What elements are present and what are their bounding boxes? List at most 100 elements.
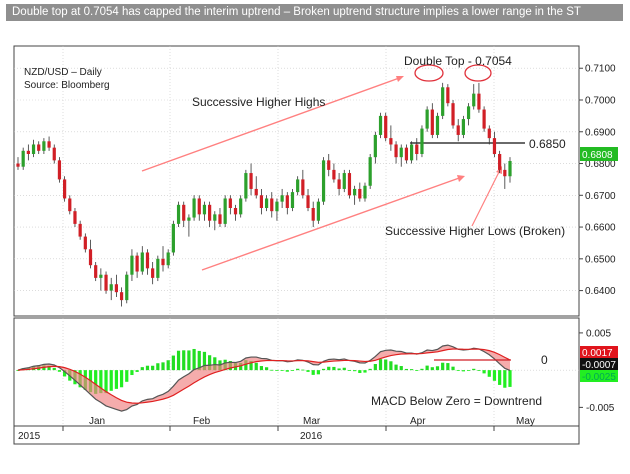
candle-down [233, 208, 238, 215]
month-label-apr: Apr [410, 416, 426, 427]
candle-down [332, 169, 336, 180]
candle-down [259, 195, 264, 208]
macd-zero-label: 0 [541, 353, 548, 367]
candle-up [420, 128, 424, 154]
candle-down [347, 173, 352, 196]
macd-hist-bar [213, 357, 217, 371]
year-label-2016: 2016 [300, 431, 323, 442]
candle-down [404, 147, 409, 161]
macd-hist-bar [296, 368, 300, 371]
last-price-tag [580, 147, 618, 161]
candle-up [202, 204, 207, 215]
macd-hist-bar [197, 350, 201, 371]
candle-up [441, 87, 445, 116]
candle-up [275, 201, 279, 212]
candle-down [306, 195, 310, 208]
candle-up [125, 274, 129, 301]
candle-down [498, 154, 502, 170]
signal-line [17, 348, 511, 404]
macd-hist-bar [472, 368, 476, 371]
macd-hist-bar [441, 362, 445, 371]
higher-highs-label: Successive Higher Highs [192, 95, 325, 109]
macd-hist-bar [316, 370, 320, 375]
candle-up [99, 274, 103, 278]
candle-down [487, 128, 491, 139]
macd-hist-bar [456, 370, 460, 371]
candle-down [415, 144, 419, 154]
macd-tick-label: -0.005 [586, 403, 615, 414]
candle-up [187, 217, 191, 221]
last-price-value: 0.6808 [582, 150, 613, 161]
price-tick-label: 0.6400 [585, 286, 616, 297]
macd-hist-bar [119, 370, 124, 388]
candle-down [228, 198, 232, 208]
candle-up [399, 147, 403, 158]
candle-down [94, 265, 98, 278]
candle-down [68, 198, 72, 212]
candle-down [52, 147, 56, 161]
price-candles [16, 82, 512, 307]
neckline-label: 0.6850 [529, 137, 566, 151]
candle-up [31, 144, 36, 154]
macd-hist-bar [192, 348, 196, 371]
candle-up [223, 198, 227, 224]
candle-down [358, 188, 362, 199]
candle-up [239, 198, 243, 215]
candle-down [182, 204, 186, 221]
macd-value-tag [580, 346, 618, 358]
higher-lows-label: Successive Higher Lows (Broken) [385, 224, 565, 238]
macd-hist-bar [301, 369, 305, 371]
macd-hist-bar [130, 370, 134, 376]
candle-down [456, 125, 460, 135]
price-panel-frame [13, 45, 580, 317]
macd-hist-bar [373, 364, 377, 371]
candle-up [264, 198, 269, 208]
candle-down [37, 144, 41, 151]
macd-hist-bar [151, 365, 155, 371]
candle-down [151, 268, 155, 278]
candle-up [130, 255, 134, 275]
macd-hist-bar [337, 368, 341, 371]
candle-up [373, 134, 377, 158]
macd-hist-bar [109, 370, 113, 391]
macd-hist-bar [259, 366, 264, 371]
price-tick-label: 0.6900 [585, 127, 616, 138]
candle-up [368, 157, 372, 186]
candle-up [378, 115, 383, 135]
double-top-circle-2 [464, 64, 492, 82]
macd-hist-bar [275, 370, 279, 371]
candle-up [109, 284, 113, 291]
macd-hist-bar [503, 370, 507, 388]
month-label-mar: Mar [303, 416, 321, 427]
candle-down [114, 284, 119, 293]
source-label: Source: Bloomberg [24, 80, 110, 91]
month-label-may: May [516, 416, 535, 427]
candle-up [321, 160, 326, 202]
macd-hist-bar [353, 370, 357, 372]
price-axis: 0.6400 0.6500 0.6600 0.6700 0.6800 0.6900 0.70… [579, 64, 616, 297]
macd-hist-bar [135, 370, 139, 372]
candle-down [208, 204, 212, 221]
price-tick-label: 0.6700 [585, 191, 616, 202]
year-label-2015: 2015 [18, 431, 41, 442]
macd-hist-bar [384, 359, 388, 371]
candle-down [47, 141, 51, 148]
candle-up [363, 185, 367, 199]
double-top-circle-1 [414, 64, 444, 82]
higher-highs-trendline [141, 76, 403, 172]
macd-hist-bar [394, 364, 398, 371]
candle-up [353, 188, 357, 196]
candle-down [327, 160, 331, 170]
candle-down [119, 292, 124, 301]
time-axis-frame [13, 425, 580, 445]
hist-value: -0.0007 [582, 360, 616, 371]
macd-hist-bar [399, 366, 403, 371]
macd-hist-bar [415, 370, 419, 371]
candle-up [280, 195, 284, 202]
macd-hist-bar [446, 363, 450, 371]
candle-down [492, 138, 497, 154]
macd-hist-bar [270, 369, 274, 371]
macd-hist-bar [311, 370, 315, 375]
macd-hist-bar [347, 370, 352, 371]
candle-down [482, 109, 486, 129]
